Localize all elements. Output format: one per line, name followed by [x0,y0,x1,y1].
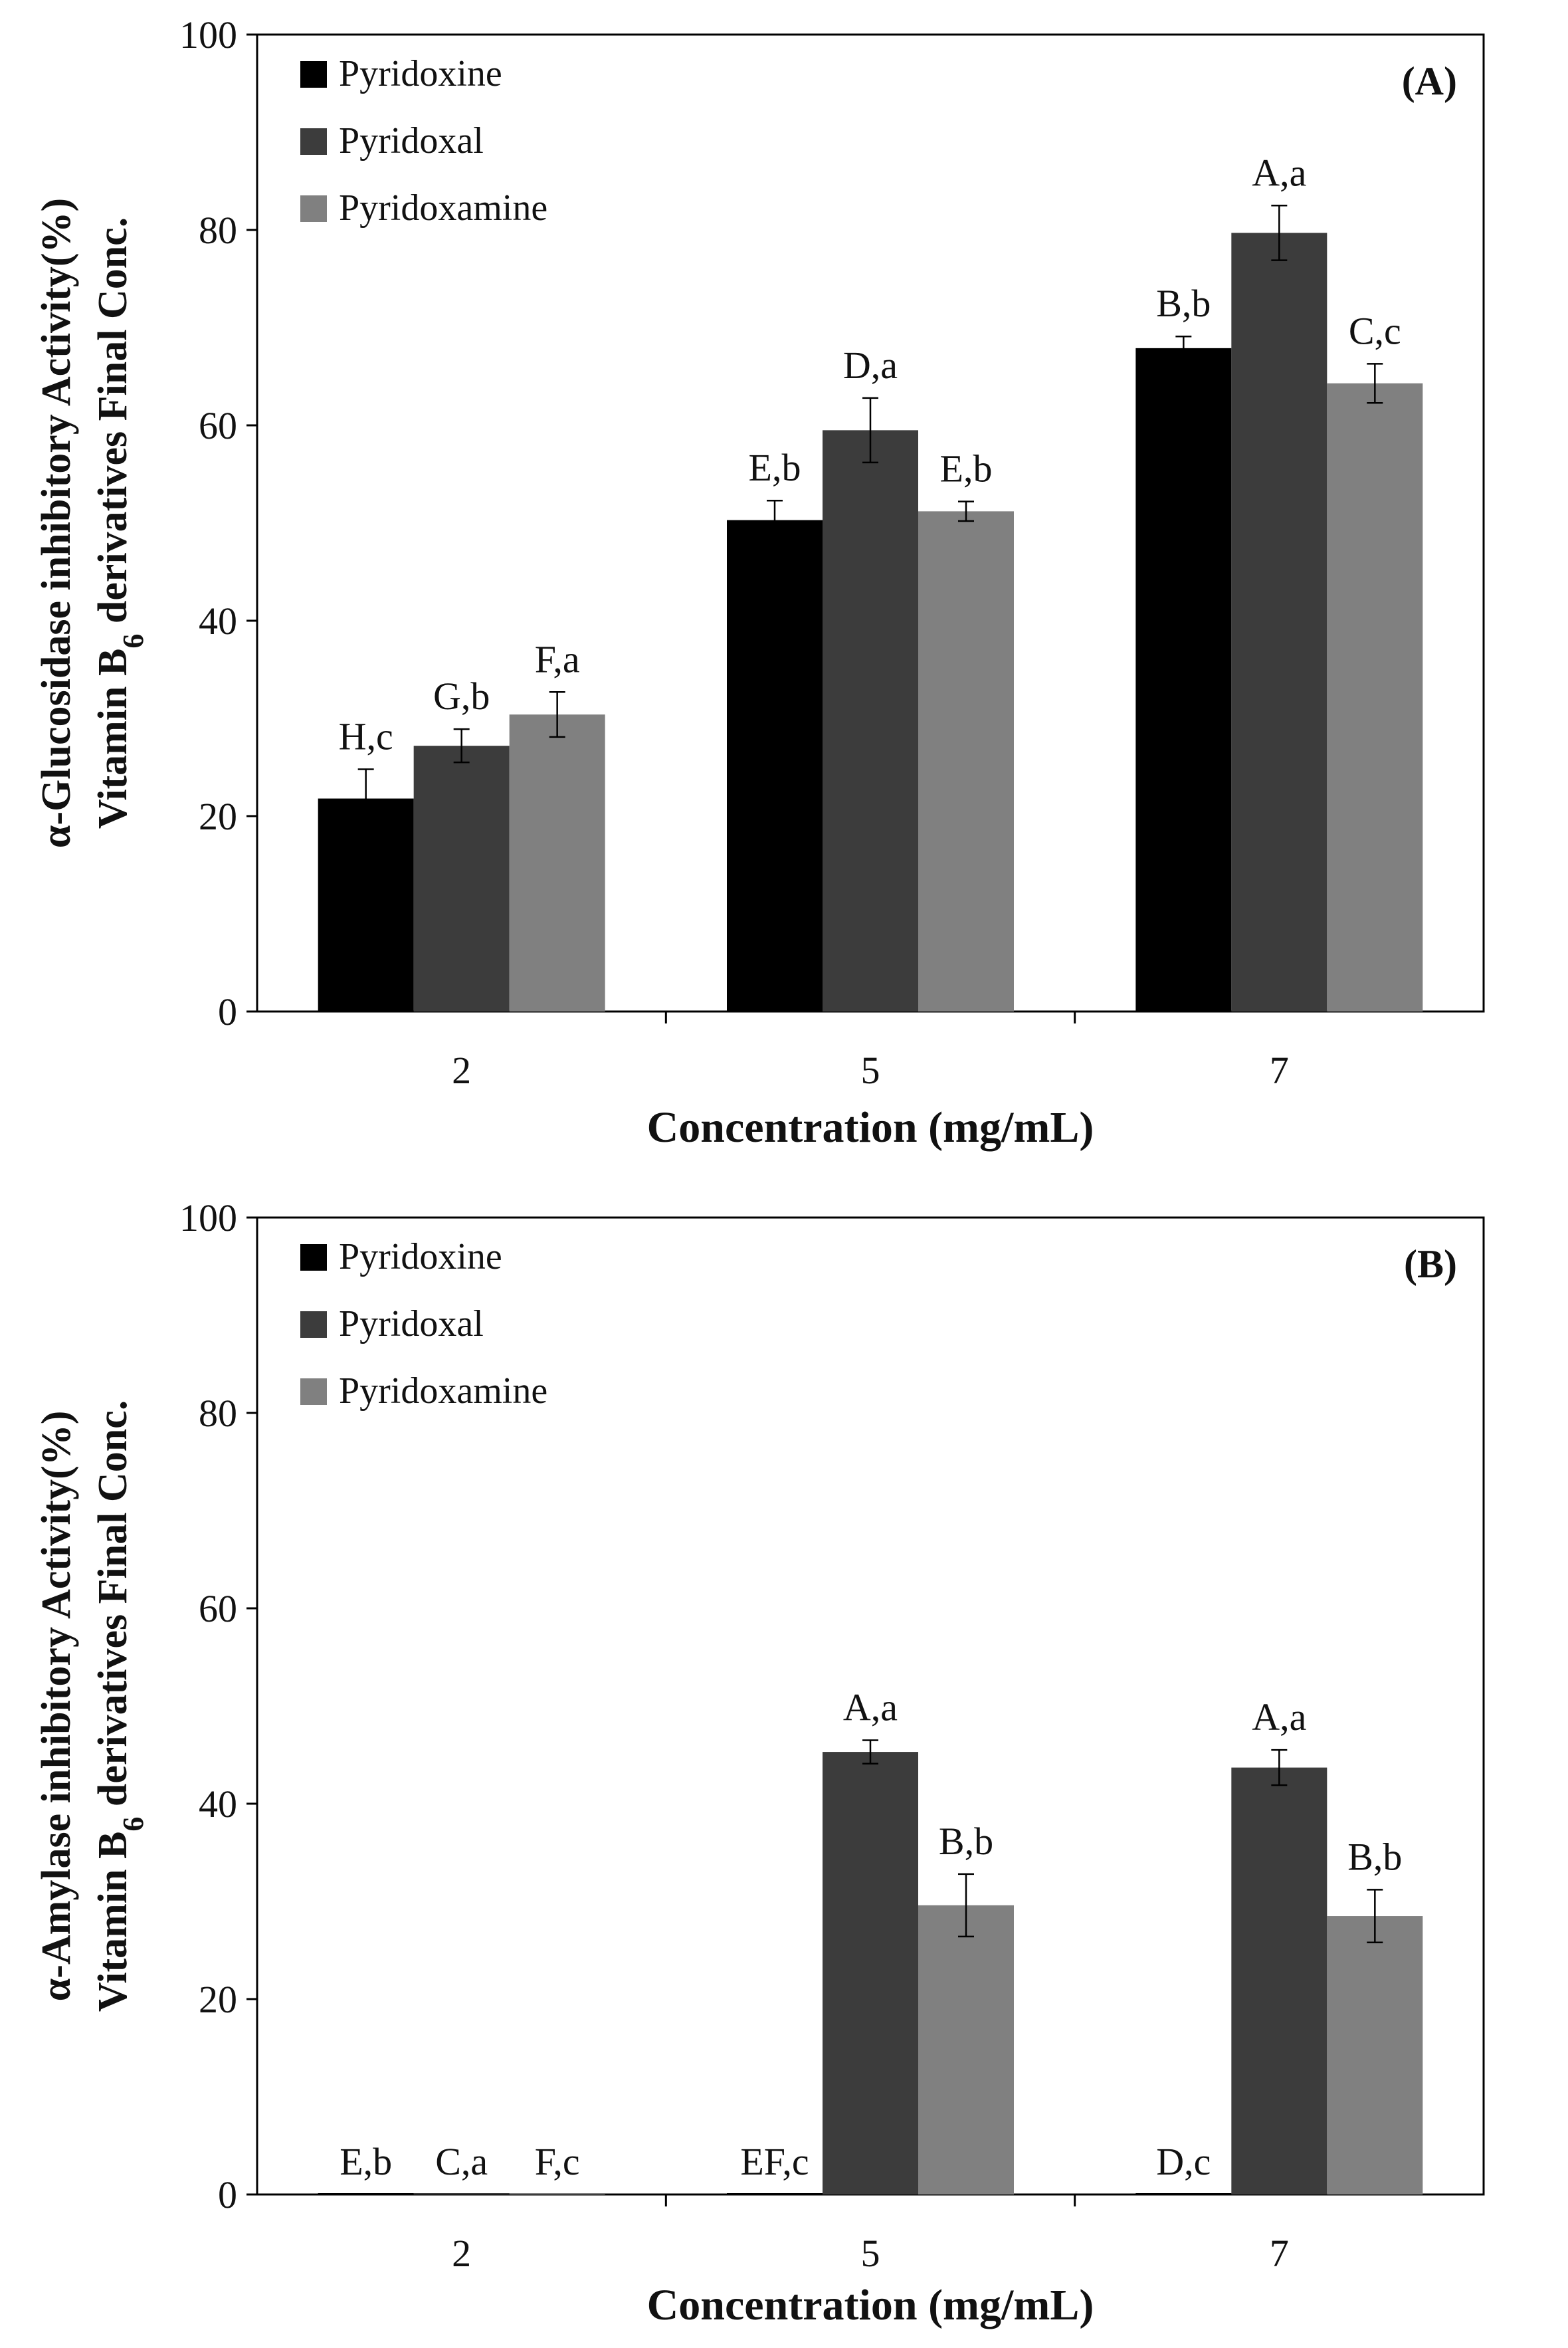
y-axis-title-subscript: 6 [117,1817,149,1832]
y-axis-title-line1: α-Amylase inhibitory Activity(%) [34,1411,79,2002]
legend-label-pyridoxamine: Pyridoxamine [339,1370,547,1412]
bar-pyridoxamine-2 [509,714,605,1012]
bar-data-label: B,b [1347,1835,1402,1878]
bar-pyridoxal-2 [413,746,510,1012]
bar-data-label: A,a [1252,1695,1306,1739]
legend-swatch-pyridoxine [300,61,327,88]
bar-data-label: E,b [749,446,801,489]
y-tick-label: 80 [199,1392,237,1435]
legend-label-pyridoxine: Pyridoxine [339,1236,502,1277]
bar-data-label: C,a [435,2140,488,2183]
bar-pyridoxal-5 [823,430,918,1012]
bar-pyridoxine-5 [727,2193,823,2194]
y-axis-title-line1: α-Glucosidase inhibitory Activity(%) [34,198,79,848]
bar-data-label: D,a [843,344,898,387]
panel-label: (A) [1402,59,1457,103]
legend-swatch-pyridoxine [300,1244,327,1271]
y-tick-label: 20 [199,1978,237,2021]
bar-pyridoxine-7 [1135,2193,1232,2194]
bar-data-label: A,a [843,1685,898,1729]
bar-pyridoxal-2 [413,2193,510,2194]
y-tick-label: 40 [199,1782,237,1826]
bar-pyridoxamine-2 [509,2193,605,2194]
y-tick-label: 40 [199,599,237,643]
chart-panel-a: 0 20 40 60 80 100 2 5 7 H,c E,b B,b G,b D,a A,a F,a E,b C… [34,13,1485,1152]
legend-label-pyridoxal: Pyridoxal [339,120,484,161]
legend-swatch-pyridoxamine [300,1378,327,1405]
bar-data-label: F,a [535,637,580,681]
y-tick-label: 0 [218,2173,237,2216]
bar-data-label: EF,c [740,2140,809,2183]
y-tick-label: 100 [179,13,237,56]
bar-pyridoxamine-5 [918,511,1014,1012]
y-axis-title-line2: Vitamin B6 derivatives Final Conc. [90,1400,149,2012]
x-tick-label: 7 [1270,2232,1289,2275]
x-axis-title: Concentration (mg/mL) [647,2281,1094,2329]
bar-data-label: B,b [1156,282,1211,325]
bar-data-label: F,c [535,2140,580,2183]
bar-data-label: C,c [1349,309,1401,352]
x-tick-label: 7 [1270,1049,1289,1092]
legend-label-pyridoxine: Pyridoxine [339,53,502,94]
bar-data-label: B,b [939,1820,993,1863]
bar-pyridoxine-2 [318,2193,414,2194]
panel-label: (B) [1404,1242,1457,1286]
bar-data-label: E,b [340,2140,392,2183]
chart-panel-b: 0 20 40 60 80 100 2 5 7 E,b EF,c D,c C,a A,a A,a F,c B,b… [34,1196,1485,2329]
bar-data-label: G,b [433,675,490,718]
y-axis-title-subscript: 6 [117,634,149,649]
y-axis-title-suffix: derivatives Final Conc. [90,1400,136,1817]
bar-pyridoxal-7 [1231,1767,1327,2194]
bar-pyridoxamine-7 [1327,383,1423,1012]
bar-pyridoxine-7 [1135,348,1232,1012]
y-axis-title-prefix: Vitamin B [90,649,136,829]
bar-data-label: E,b [940,447,993,490]
y-axis-title-suffix: derivatives Final Conc. [90,217,136,634]
bar-pyridoxine-2 [318,798,414,1012]
x-tick-label: 2 [452,1049,471,1092]
x-tick-label: 5 [861,1049,880,1092]
y-tick-label: 0 [218,990,237,1033]
legend-label-pyridoxamine: Pyridoxamine [339,187,547,229]
bar-pyridoxamine-5 [918,1905,1014,2194]
bar-data-label: A,a [1252,151,1306,194]
legend-swatch-pyridoxal [300,128,327,155]
bar-pyridoxal-7 [1231,233,1327,1012]
y-tick-label: 100 [179,1196,237,1239]
bar-data-label: H,c [339,714,393,758]
y-axis-title-prefix: Vitamin B [90,1832,136,2012]
bar-pyridoxine-5 [727,520,823,1012]
y-tick-label: 60 [199,404,237,447]
y-tick-label: 20 [199,795,237,838]
y-tick-label: 60 [199,1587,237,1630]
bar-data-label: D,c [1156,2140,1211,2183]
x-tick-label: 5 [861,2232,880,2275]
legend-swatch-pyridoxal [300,1311,327,1338]
x-axis-title: Concentration (mg/mL) [647,1103,1094,1152]
y-axis-title-line2: Vitamin B6 derivatives Final Conc. [90,217,149,829]
legend-swatch-pyridoxamine [300,195,327,222]
legend-label-pyridoxal: Pyridoxal [339,1303,484,1344]
bar-pyridoxal-5 [823,1752,918,2194]
y-tick-label: 80 [199,209,237,252]
x-tick-label: 2 [452,2232,471,2275]
bar-pyridoxamine-7 [1327,1916,1423,2194]
